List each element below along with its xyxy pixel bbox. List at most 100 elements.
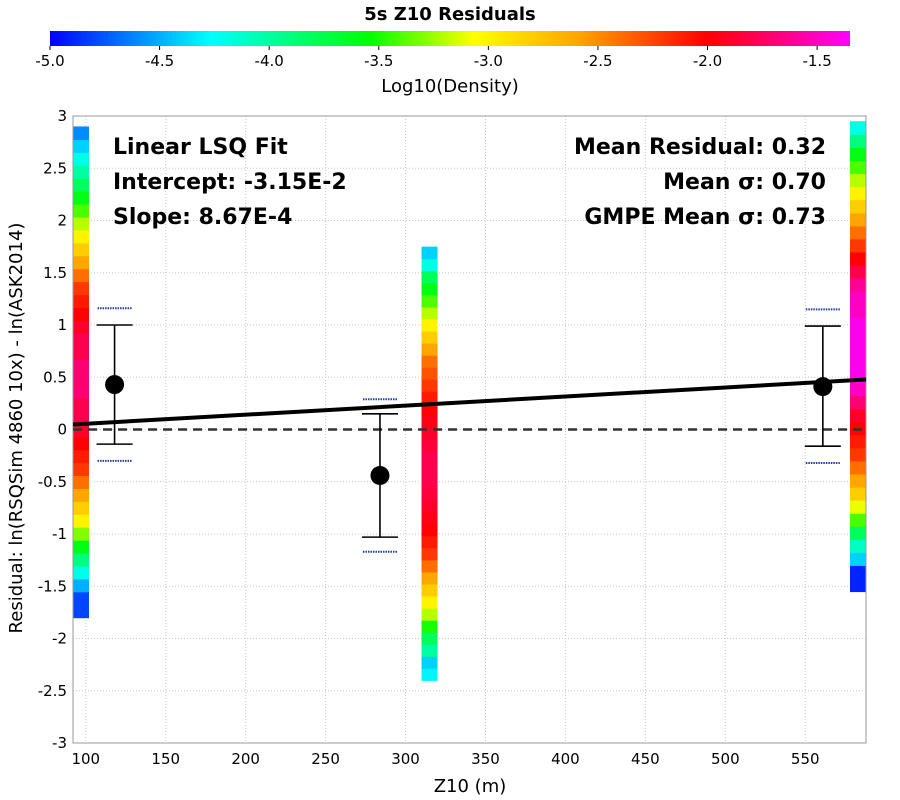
density-cell: [72, 165, 89, 179]
data-point: [105, 375, 125, 395]
annotation-mean-residual: Mean Residual: 0.32: [574, 135, 826, 160]
density-cell: [850, 147, 867, 162]
density-cell: [72, 320, 89, 334]
annotation-intercept: Intercept: -3.15E-2: [113, 170, 347, 195]
density-cell: [72, 410, 89, 425]
y-tick-label: -2: [52, 630, 67, 648]
density-cell: [72, 191, 89, 205]
density-cell: [421, 270, 438, 284]
density-cell: [72, 604, 89, 619]
grid: [73, 115, 866, 744]
density-cell: [421, 379, 438, 392]
colorbar-tick-label: -1.5: [802, 52, 831, 70]
density-cell: [72, 152, 89, 166]
colorbar: [50, 31, 850, 46]
density-cell: [72, 178, 89, 192]
density-cell: [421, 559, 438, 573]
y-tick-label: -3: [52, 734, 67, 752]
density-cell: [72, 242, 89, 257]
density-cell: [421, 463, 438, 477]
density-cell: [72, 527, 89, 541]
density-cell: [72, 216, 89, 231]
density-cell: [850, 304, 867, 318]
density-cell: [850, 539, 867, 553]
density-cell: [421, 367, 438, 380]
density-cell: [850, 186, 867, 201]
gmpe-sigma-markers: [97, 307, 840, 553]
annotation-mean-sigma: Mean σ: 0.70: [663, 170, 826, 195]
density-cell: [850, 225, 867, 240]
density-cell: [72, 436, 89, 451]
density-cell: [850, 356, 867, 371]
density-cell: [421, 439, 438, 453]
density-cell: [72, 268, 89, 283]
density-cell: [850, 526, 867, 540]
density-cell: [850, 238, 867, 253]
density-cell: [421, 451, 438, 465]
density-cell: [421, 355, 438, 368]
y-tick-labels: 3 2.5 2 1.5 1 0.5 0 -0.5 -1 -1.5 -2 -2.5 -3: [38, 107, 67, 752]
colorbar-tick-label: -5.0: [35, 52, 64, 70]
y-tick-label: 1.5: [43, 264, 67, 282]
x-tick-label: 450: [631, 750, 660, 768]
x-tick-labels: 100 150 200 250 300 350 400 450 500 550: [71, 750, 819, 768]
density-cell: [72, 359, 89, 373]
x-tick-label: 350: [471, 750, 500, 768]
density-cell: [72, 384, 89, 399]
density-cell: [72, 346, 89, 360]
density-cell: [421, 583, 438, 597]
density-cell: [72, 501, 89, 515]
density-cell: [421, 571, 438, 585]
data-point: [813, 377, 833, 397]
y-tick-label: 0.5: [43, 368, 67, 386]
annotation-fit-title: Linear LSQ Fit: [113, 135, 288, 160]
data-points: [105, 375, 833, 485]
density-cell: [850, 473, 867, 488]
y-axis-label: Residual: ln(RSQSim 4860 10x) - ln(ASK20…: [6, 223, 27, 634]
annotation-slope: Slope: 8.67E-4: [113, 205, 292, 230]
density-cell: [421, 342, 438, 356]
density-cell: [421, 246, 438, 260]
density-cell: [72, 449, 89, 464]
chart-title: 5s Z10 Residuals: [364, 4, 536, 25]
colorbar-ticks: -5.0 -4.5 -4.0 -3.5 -3.0 -2.5 -2.0 -1.5: [35, 46, 832, 70]
density-cell: [850, 382, 867, 397]
density-cell: [72, 294, 89, 308]
density-cell: [421, 499, 438, 513]
density-cell: [72, 229, 89, 244]
x-tick-label: 400: [551, 750, 580, 768]
density-cell: [72, 565, 89, 580]
density-cell: [421, 620, 438, 633]
fit-line: [72, 377, 867, 427]
density-cell: [421, 475, 438, 489]
density-cell: [72, 126, 89, 140]
density-cell: [421, 608, 438, 621]
density-cell: [72, 255, 89, 270]
density-cell: [850, 199, 867, 214]
y-tick-label: -1: [52, 525, 67, 543]
density-cell: [72, 139, 89, 153]
density-cell: [72, 397, 89, 412]
density-cell: [421, 318, 438, 332]
x-tick-label: 150: [151, 750, 180, 768]
y-tick-label: -0.5: [38, 473, 67, 491]
density-cell: [850, 160, 867, 175]
density-cell: [421, 547, 438, 561]
density-cell: [850, 264, 867, 279]
colorbar-tick-label: -2.5: [583, 52, 612, 70]
density-cell: [850, 395, 867, 410]
density-cell: [850, 408, 867, 423]
density-cell: [421, 535, 438, 549]
x-tick-label: 100: [71, 750, 100, 768]
density-cell: [850, 578, 867, 593]
x-axis-label: Z10 (m): [434, 776, 507, 797]
x-tick-label: 500: [711, 750, 740, 768]
density-cell: [421, 487, 438, 501]
y-tick-label: -1.5: [38, 577, 67, 595]
density-cell: [72, 540, 89, 554]
density-cell: [72, 591, 89, 606]
density-cell: [421, 656, 438, 669]
density-cell: [421, 595, 438, 609]
x-tick-label: 550: [791, 750, 820, 768]
